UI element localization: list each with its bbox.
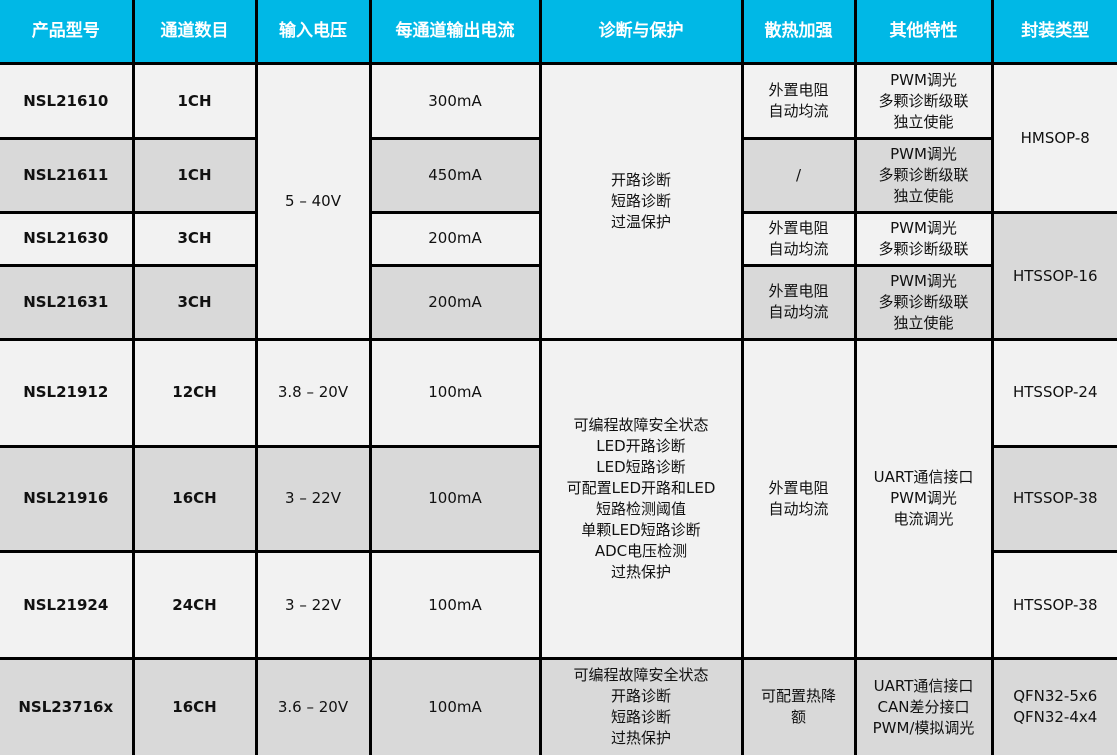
table-row: NSL21916 16CH 3 – 22V 100mA HTSSOP-38 [0,444,1117,554]
channels-cell: 12CH [131,337,258,448]
diagnosis-cell: 可编程故障安全状态 开路诊断 短路诊断 过热保护 [538,656,744,755]
voltage-cell: 3.8 – 20V [254,337,372,448]
voltage-cell: 3.6 – 20V [254,656,372,755]
header-package: 封装类型 [990,0,1117,66]
voltage-cell: 3 – 22V [254,550,372,660]
model-cell: NSL21916 [0,444,135,554]
diagnosis-cell: 开路诊断 短路诊断 过温保护 [538,62,744,341]
channels-cell: 3CH [131,263,258,341]
table-row: NSL21630 3CH 200mA 外置电阻 自动均流 PWM调光 多颗诊断级… [0,211,1117,341]
header-channels: 通道数目 [131,0,258,66]
current-cell: 200mA [368,211,542,267]
header-features: 其他特性 [853,0,994,66]
current-cell: 100mA [368,444,542,554]
package-cell: QFN32-5x6 QFN32-4x4 [990,656,1117,755]
package-cell: HTSSOP-38 [990,550,1117,660]
features-cell: PWM调光 多颗诊断级联 [853,211,994,267]
package-cell: HTSSOP-16 [990,211,1117,341]
channels-cell: 1CH [131,62,258,140]
model-cell: NSL23716x [0,656,135,755]
package-cell: HMSOP-8 [990,62,1117,215]
model-cell: NSL21610 [0,62,135,140]
model-cell: NSL21631 [0,263,135,341]
table-row: NSL23716x 16CH 3.6 – 20V 100mA 可编程故障安全状态… [0,656,1117,755]
package-cell: HTSSOP-38 [990,444,1117,554]
current-cell: 100mA [368,656,542,755]
current-cell: 100mA [368,337,542,448]
table-row: NSL21631 3CH 200mA 外置电阻 自动均流 PWM调光 多颗诊断级… [0,263,1117,341]
diagnosis-cell: 可编程故障安全状态 LED开路诊断 LED短路诊断 可配置LED开路和LED 短… [538,337,744,660]
channels-cell: 3CH [131,211,258,267]
model-cell: NSL21630 [0,211,135,267]
model-cell: NSL21924 [0,550,135,660]
heat-cell: 外置电阻 自动均流 [740,337,857,660]
table-row: NSL21610 1CH 5 – 40V 300mA 开路诊断 短路诊断 过温保… [0,62,1117,341]
voltage-cell: 3 – 22V [254,444,372,554]
header-model: 产品型号 [0,0,135,66]
header-row: 产品型号 通道数目 输入电压 每通道输出电流 诊断与保护 散热加强 其他特性 封… [0,0,1117,66]
heat-cell: 外置电阻 自动均流 [740,211,857,267]
table-row: NSL21912 12CH 3.8 – 20V 100mA 可编程故障安全状态 … [0,337,1117,660]
heat-cell: 可配置热降 额 [740,656,857,755]
table-row: NSL21924 24CH 3 – 22V 100mA HTSSOP-38 [0,550,1117,660]
model-cell: NSL21611 [0,136,135,215]
features-cell: UART通信接口 PWM调光 电流调光 [853,337,994,660]
current-cell: 100mA [368,550,542,660]
model-cell: NSL21912 [0,337,135,448]
table-row: NSL21611 1CH 450mA / PWM调光 多颗诊断级联 独立使能 [0,136,1117,215]
heat-cell: 外置电阻 自动均流 [740,62,857,140]
features-cell: PWM调光 多颗诊断级联 独立使能 [853,62,994,140]
channels-cell: 24CH [131,550,258,660]
current-cell: 200mA [368,263,542,341]
heat-cell: 外置电阻 自动均流 [740,263,857,341]
header-current: 每通道输出电流 [368,0,542,66]
features-cell: PWM调光 多颗诊断级联 独立使能 [853,136,994,215]
header-heat: 散热加强 [740,0,857,66]
package-cell: HTSSOP-24 [990,337,1117,448]
channels-cell: 16CH [131,444,258,554]
features-cell: UART通信接口 CAN差分接口 PWM/模拟调光 [853,656,994,755]
channels-cell: 16CH [131,656,258,755]
header-diagnosis: 诊断与保护 [538,0,744,66]
channels-cell: 1CH [131,136,258,215]
current-cell: 300mA [368,62,542,140]
header-voltage: 输入电压 [254,0,372,66]
heat-cell: / [740,136,857,215]
current-cell: 450mA [368,136,542,215]
features-cell: PWM调光 多颗诊断级联 独立使能 [853,263,994,341]
voltage-cell: 5 – 40V [254,62,372,341]
